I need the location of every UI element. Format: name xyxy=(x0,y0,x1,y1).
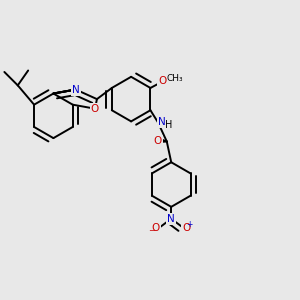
Text: O: O xyxy=(182,223,190,232)
Text: +: + xyxy=(187,220,193,229)
Text: N: N xyxy=(158,117,165,127)
Text: O: O xyxy=(154,136,162,146)
Text: O: O xyxy=(158,76,166,85)
Text: O: O xyxy=(152,223,160,232)
Text: N: N xyxy=(72,85,80,94)
Text: O: O xyxy=(91,104,99,114)
Text: −: − xyxy=(148,226,155,235)
Text: N: N xyxy=(167,214,175,224)
Text: H: H xyxy=(165,119,173,130)
Text: CH₃: CH₃ xyxy=(167,74,183,82)
